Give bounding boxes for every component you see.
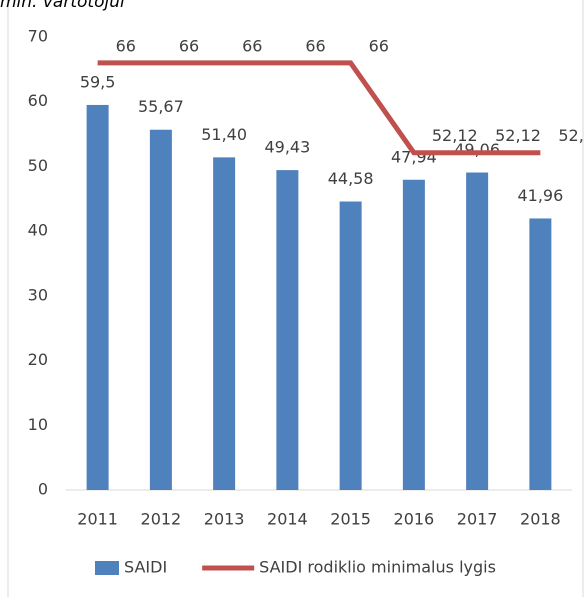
bar — [86, 104, 109, 490]
legend-label: SAIDI — [124, 558, 167, 577]
x-tick-label: 2014 — [267, 510, 308, 529]
line-value-label: 52,12 — [495, 126, 541, 145]
y-tick-label: 10 — [28, 415, 48, 434]
bar — [213, 157, 236, 490]
y-tick-label: 60 — [28, 91, 48, 110]
x-tick-label: 2012 — [141, 510, 182, 529]
x-tick-label: 2018 — [520, 510, 561, 529]
x-tick-label: 2015 — [330, 510, 371, 529]
bar — [466, 172, 489, 490]
bar-value-label: 44,58 — [328, 169, 374, 188]
bar-value-label: 51,40 — [201, 125, 247, 144]
y-tick-label: 0 — [38, 480, 48, 499]
bar-value-label: 59,5 — [80, 72, 116, 91]
y-tick-label: 20 — [28, 350, 48, 369]
line-value-label: 66 — [242, 36, 262, 55]
bar-value-label: 41,96 — [517, 186, 563, 205]
y-tick-label: 40 — [28, 221, 48, 240]
line-value-label: 66 — [179, 36, 199, 55]
bar — [149, 129, 172, 490]
bar — [402, 179, 425, 491]
y-tick-label: 70 — [28, 27, 48, 46]
legend-label: SAIDI rodiklio minimalus lygis — [259, 558, 496, 577]
x-tick-label: 2013 — [204, 510, 245, 529]
line — [97, 60, 541, 156]
line-value-label: 52,12 — [432, 126, 478, 145]
x-tick-label: 2011 — [77, 510, 118, 529]
line-value-label: 66 — [369, 36, 389, 55]
x-tick-label: 2017 — [457, 510, 498, 529]
line-value-label: 66 — [305, 36, 325, 55]
chart-title: min. vartotojui — [0, 0, 125, 12]
bar-value-label: 49,43 — [264, 138, 310, 157]
line-value-label: 52,12 — [558, 126, 584, 145]
y-tick-label: 50 — [28, 156, 48, 175]
legend-swatch — [95, 561, 119, 575]
bar-value-label: 55,67 — [138, 97, 184, 116]
chart-border — [7, 0, 584, 597]
bar — [276, 170, 299, 490]
line-value-label: 66 — [116, 36, 136, 55]
bar — [339, 201, 362, 490]
x-tick-label: 2016 — [394, 510, 435, 529]
bar — [529, 218, 552, 490]
y-tick-label: 30 — [28, 285, 48, 304]
